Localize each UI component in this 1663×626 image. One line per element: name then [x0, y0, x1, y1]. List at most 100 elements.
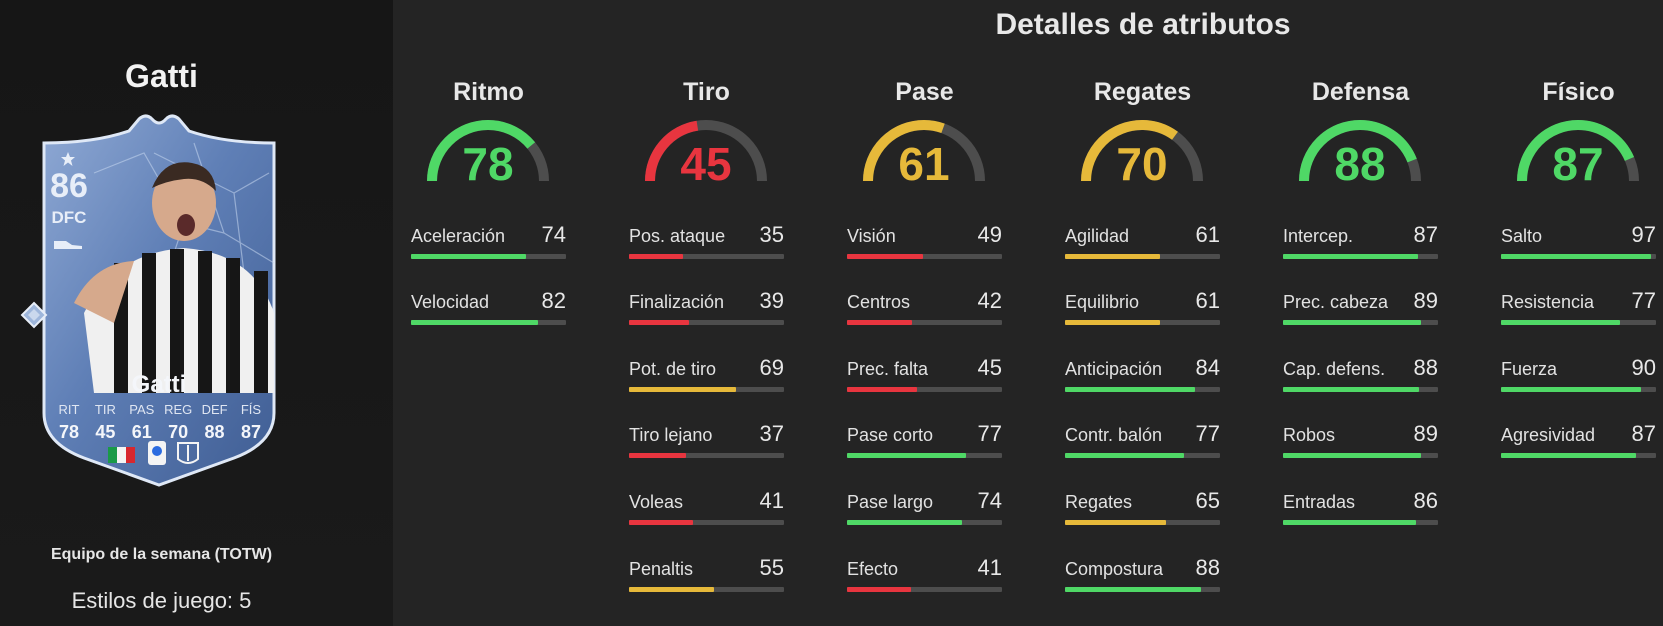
category-gauge: 78: [422, 115, 554, 187]
attribute-row[interactable]: Pos. ataque 35: [629, 222, 784, 259]
attribute-bar: [1501, 254, 1656, 259]
attribute-row[interactable]: Cap. defens. 88: [1283, 355, 1438, 392]
attribute-row[interactable]: Velocidad 82: [411, 288, 566, 325]
attribute-row[interactable]: Agresividad 87: [1501, 421, 1656, 458]
attribute-value: 74: [541, 222, 566, 247]
rarity-diamond-icon: [20, 301, 48, 329]
attribute-value: 87: [1631, 421, 1656, 446]
attribute-row[interactable]: Fuerza 90: [1501, 355, 1656, 392]
player-card[interactable]: 86 DFC Gatti RIT 78: [20, 113, 284, 488]
card-stat-label: REG: [164, 402, 193, 417]
category-value: 70: [1116, 138, 1168, 190]
playstyles-count[interactable]: Estilos de juego: 5: [71, 588, 252, 613]
attribute-row[interactable]: Robos 89: [1283, 421, 1438, 458]
attribute-row[interactable]: Intercep. 87: [1283, 222, 1438, 259]
attribute-bar: [629, 320, 784, 325]
category-gauge: 45: [640, 115, 772, 187]
attribute-value: 77: [1631, 288, 1656, 313]
attribute-label: Tiro lejano: [629, 425, 713, 445]
attribute-row[interactable]: Pase corto 77: [847, 421, 1002, 458]
attribute-row[interactable]: Penaltis 55: [629, 555, 784, 592]
gauge-arc: [1081, 120, 1203, 182]
attribute-row[interactable]: Anticipación 84: [1065, 355, 1220, 392]
category-name: Defensa: [1311, 78, 1410, 106]
attribute-label: Prec. falta: [847, 359, 929, 379]
attribute-row[interactable]: Pot. de tiro 69: [629, 355, 784, 392]
attribute-bar-fill: [1065, 453, 1185, 458]
gauge-fill: [645, 120, 767, 182]
attribute-bar-fill: [847, 520, 962, 525]
attribute-value: 35: [759, 222, 784, 247]
attribute-bar-fill: [1501, 387, 1641, 392]
attribute-label: Finalización: [629, 292, 725, 312]
attribute-row[interactable]: Contr. balón 77: [1065, 421, 1220, 458]
attribute-label: Pase corto: [847, 425, 934, 445]
attribute-bar-fill: [1065, 254, 1160, 259]
attribute-row[interactable]: Resistencia 77: [1501, 288, 1656, 325]
attribute-row[interactable]: Agilidad 61: [1065, 222, 1220, 259]
attribute-row[interactable]: Prec. cabeza 89: [1283, 288, 1438, 325]
serie-a-icon: [148, 441, 166, 465]
attribute-row[interactable]: Regates 65: [1065, 488, 1220, 525]
attribute-row[interactable]: Salto 97: [1501, 222, 1656, 259]
attribute-row[interactable]: Pase largo 74: [847, 488, 1002, 525]
attribute-row[interactable]: Efecto 41: [847, 555, 1002, 592]
attribute-label: Fuerza: [1501, 359, 1558, 379]
attribute-label: Agresividad: [1501, 425, 1596, 445]
attribute-value: 37: [759, 421, 784, 446]
category-gauge: 88: [1294, 115, 1426, 187]
attribute-label: Equilibrio: [1065, 292, 1140, 312]
attribute-row[interactable]: Entradas 86: [1283, 488, 1438, 525]
attribute-label: Anticipación: [1065, 359, 1163, 379]
attribute-bar: [1283, 520, 1438, 525]
attribute-value: 89: [1413, 288, 1438, 313]
attribute-label: Efecto: [847, 559, 899, 579]
card-stat: PAS 61: [127, 402, 157, 443]
gauge-fill: [863, 120, 985, 182]
attribute-bar: [1501, 320, 1656, 325]
attribute-bar-fill: [1065, 587, 1202, 592]
attribute-bar: [629, 387, 784, 392]
attribute-bar: [1065, 520, 1220, 525]
player-name: Gatti: [125, 58, 198, 94]
category-name: Físico: [1542, 78, 1615, 106]
attribute-value: 41: [977, 555, 1002, 580]
attribute-bar: [1501, 387, 1656, 392]
attribute-row[interactable]: Centros 42: [847, 288, 1002, 325]
attribute-row[interactable]: Voleas 41: [629, 488, 784, 525]
attribute-value: 42: [977, 288, 1002, 313]
attribute-bar-fill: [629, 587, 715, 592]
attribute-bar: [1283, 254, 1438, 259]
attribute-bar-fill: [629, 320, 690, 325]
attribute-label: Pase largo: [847, 492, 934, 512]
attribute-bar: [629, 587, 784, 592]
card-stat: TIR 45: [90, 402, 120, 443]
attribute-bar-fill: [629, 520, 693, 525]
attribute-row[interactable]: Finalización 39: [629, 288, 784, 325]
attribute-bar: [847, 387, 1002, 392]
attribute-row[interactable]: Tiro lejano 37: [629, 421, 784, 458]
attribute-row[interactable]: Prec. falta 45: [847, 355, 1002, 392]
category-4: Defensa 88 Intercep. 87 Prec. cabeza 89 Cap. d…: [1283, 78, 1438, 525]
program-label: Equipo de la semana (TOTW): [50, 546, 273, 563]
attribute-label: Salto: [1501, 226, 1543, 246]
attribute-row[interactable]: Visión 49: [847, 222, 1002, 259]
attribute-row[interactable]: Aceleración 74: [411, 222, 566, 259]
attribute-row[interactable]: Compostura 88: [1065, 555, 1220, 592]
card-rating: 86: [50, 167, 88, 205]
attribute-bar-fill: [847, 387, 917, 392]
card-stat: FÍS 87: [236, 402, 266, 443]
attribute-bar-fill: [1283, 453, 1421, 458]
attribute-value: 74: [977, 488, 1002, 513]
attribute-label: Entradas: [1283, 492, 1356, 512]
gauge-fill: [427, 120, 549, 182]
attribute-bar-fill: [847, 453, 967, 458]
attribute-bar-fill: [629, 254, 684, 259]
attribute-bar-fill: [847, 587, 911, 592]
attribute-bar: [1065, 320, 1220, 325]
gauge-arc: [863, 120, 985, 182]
category-name: Tiro: [683, 78, 730, 106]
attribute-label: Cap. defens.: [1283, 359, 1386, 379]
attribute-bar: [1065, 587, 1220, 592]
attribute-row[interactable]: Equilibrio 61: [1065, 288, 1220, 325]
